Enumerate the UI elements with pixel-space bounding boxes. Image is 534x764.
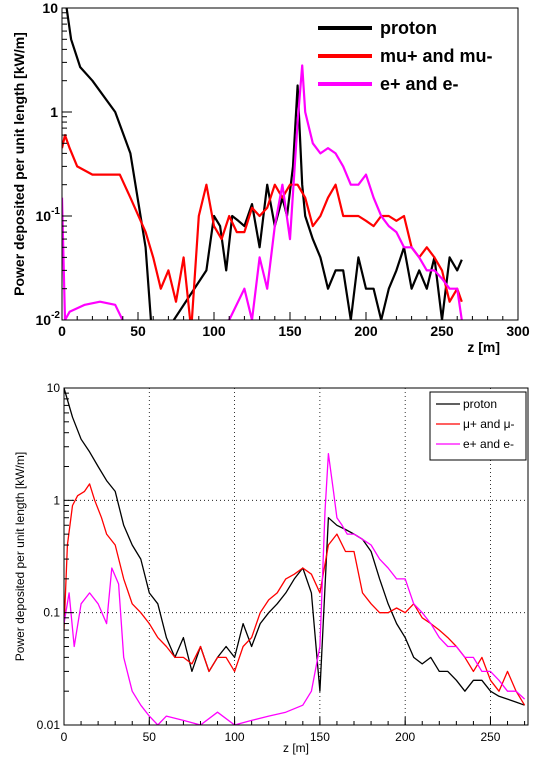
legend-label-0: proton (380, 18, 437, 38)
y-tick-label: 10-1 (36, 206, 61, 224)
y-tick-base: 1 (50, 104, 58, 120)
x-tick-label: 250 (430, 323, 454, 339)
y-axis-label: Power deposited per unit length [kW/m] (13, 452, 27, 661)
x-axis-label: z [m] (283, 741, 309, 755)
x-tick-label: 0 (58, 323, 66, 339)
x-tick-label: 200 (395, 730, 415, 744)
series-line-0 (65, 8, 463, 320)
x-tick-label: 150 (310, 730, 330, 744)
y-tick-label: 10-2 (36, 310, 61, 328)
series-line-1 (64, 483, 526, 706)
plot-frame (63, 387, 529, 726)
y-tick-exponent: -1 (51, 206, 60, 217)
y-tick-label: 1 (53, 493, 60, 507)
series-line-2 (62, 64, 463, 320)
x-tick-label: 100 (202, 323, 226, 339)
y-tick-exponent: -2 (51, 310, 60, 321)
y-axis-label: Power deposited per unit length [kW/m] (11, 32, 27, 296)
series-line-2 (64, 453, 526, 725)
y-tick-label: 0.1 (43, 606, 60, 620)
y-tick-label: 10 (47, 381, 61, 395)
legend-label-1: μ+ and μ- (463, 417, 515, 431)
y-tick-label: 10 (42, 0, 58, 16)
x-tick-label: 0 (61, 730, 68, 744)
series-line-1 (62, 134, 463, 320)
legend: proton mu+ and mu-e+ and e- (318, 18, 493, 94)
y-tick-base: 10 (36, 208, 52, 224)
series-group (64, 388, 526, 725)
y-tick-base: 10 (42, 0, 58, 16)
y-tick-label: 1 (50, 104, 58, 120)
legend-label-2: e+ and e- (463, 437, 514, 451)
chart-bottom: 0 50 100 150 200 250 0.01 0.1 1 10 z [m] Power depo… (13, 381, 529, 755)
x-tick-label: 200 (354, 323, 378, 339)
x-axis-label: z [m] (467, 339, 500, 355)
x-tick-label: 100 (225, 730, 245, 744)
y-tick-base: 10 (36, 312, 52, 328)
x-tick-label: 50 (130, 323, 146, 339)
y-tick-label: 0.01 (37, 718, 61, 732)
legend-box (429, 391, 527, 461)
x-tick-label: 50 (143, 730, 157, 744)
legend: proton μ+ and μ-e+ and e- (429, 391, 527, 461)
series-group (62, 8, 463, 320)
legend-label-2: e+ and e- (380, 74, 459, 94)
series-line-0 (64, 388, 525, 706)
legend-label-1: mu+ and mu- (380, 46, 493, 66)
x-tick-label: 150 (278, 323, 302, 339)
x-tick-label: 300 (506, 323, 530, 339)
legend-label-0: proton (463, 397, 497, 411)
x-tick-label: 250 (480, 730, 500, 744)
